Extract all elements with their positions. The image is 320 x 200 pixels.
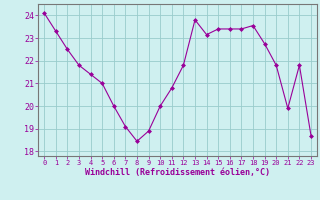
X-axis label: Windchill (Refroidissement éolien,°C): Windchill (Refroidissement éolien,°C) — [85, 168, 270, 177]
